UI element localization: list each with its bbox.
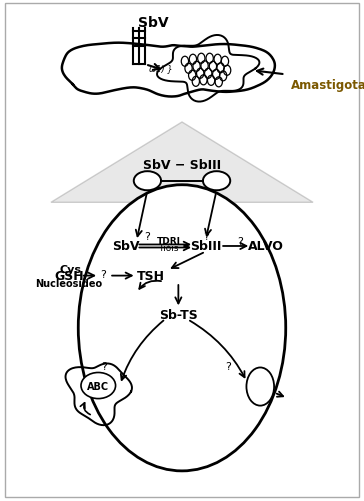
Text: ALVO: ALVO xyxy=(248,240,284,253)
Ellipse shape xyxy=(134,172,161,191)
Text: Cys: Cys xyxy=(60,264,82,274)
Ellipse shape xyxy=(203,172,230,191)
Text: TSH: TSH xyxy=(137,270,165,283)
Polygon shape xyxy=(51,123,313,203)
Text: ABC: ABC xyxy=(87,381,109,391)
Text: Sb-TS: Sb-TS xyxy=(159,308,198,321)
Text: GSH: GSH xyxy=(54,270,84,283)
Text: ?: ? xyxy=(100,269,106,279)
Text: ?: ? xyxy=(225,362,231,372)
Text: ?: ? xyxy=(237,237,243,247)
Text: Tióis: Tióis xyxy=(158,244,179,253)
Text: SbV − SbIII: SbV − SbIII xyxy=(143,159,221,172)
Text: TDRI: TDRI xyxy=(157,237,181,246)
Text: Amastigota: Amastigota xyxy=(291,79,364,92)
Ellipse shape xyxy=(81,373,116,399)
Text: ?: ? xyxy=(101,362,107,372)
Circle shape xyxy=(246,368,274,406)
Text: SbV: SbV xyxy=(138,16,168,30)
Text: ?: ? xyxy=(203,232,209,242)
Text: SbV: SbV xyxy=(112,240,139,253)
Text: SbIII: SbIII xyxy=(190,240,221,253)
Circle shape xyxy=(78,185,286,471)
Text: Nucleosídeo: Nucleosídeo xyxy=(35,279,102,289)
Text: ω1) }: ω1) } xyxy=(149,64,172,73)
Text: ?: ? xyxy=(145,232,150,242)
